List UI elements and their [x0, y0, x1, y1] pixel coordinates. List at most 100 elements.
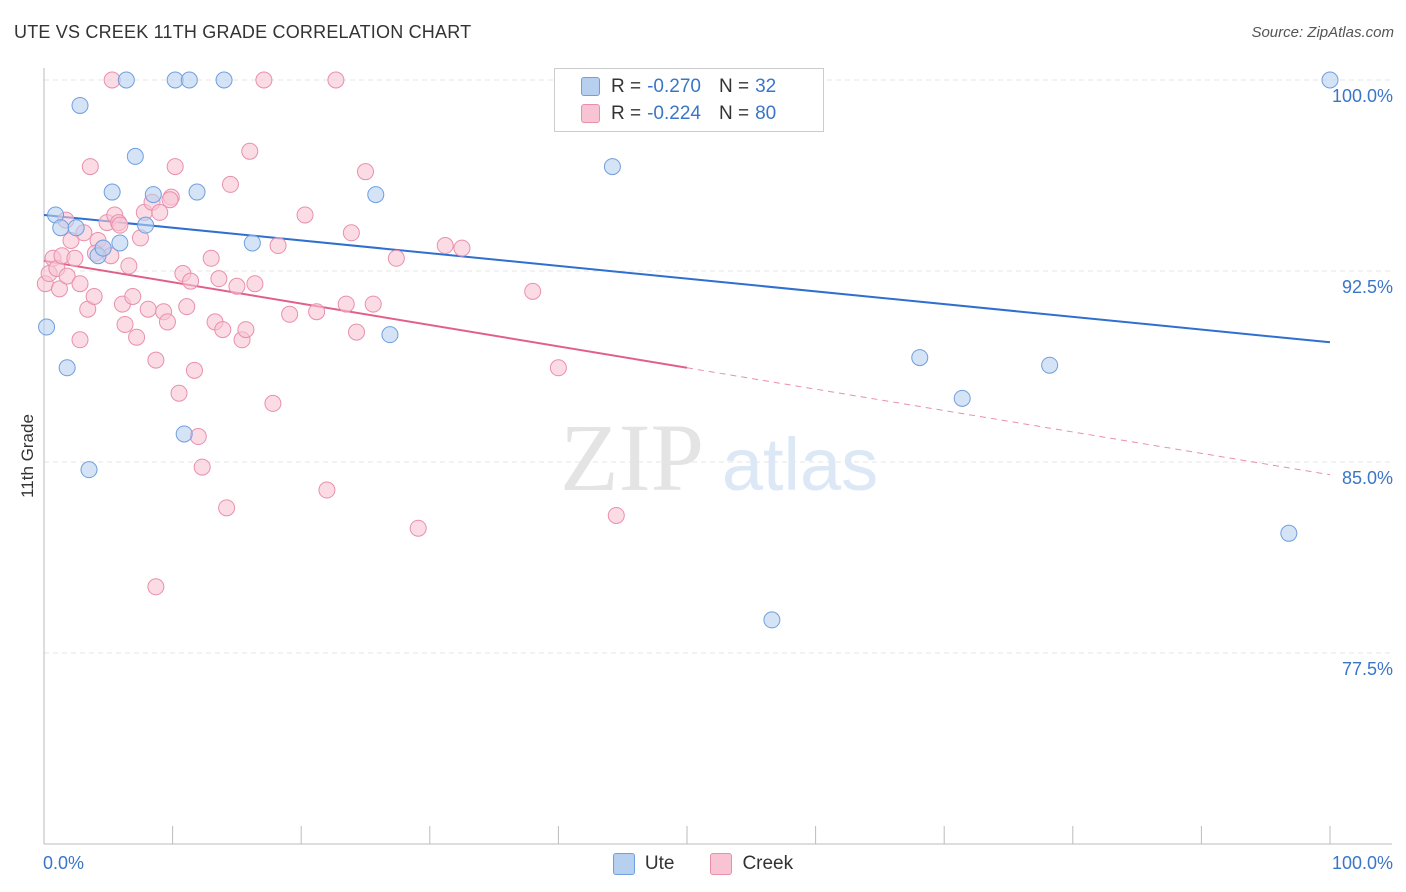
ute-point [144, 186, 162, 204]
ute-point [117, 71, 135, 89]
ute-point [603, 158, 621, 176]
ute-point [175, 425, 193, 443]
n-value: 32 [755, 76, 777, 97]
ute-point [80, 461, 98, 479]
y-tick-label: 77.5% [1342, 659, 1393, 679]
creek-point [210, 270, 228, 288]
creek-point [218, 499, 236, 517]
creek-point [327, 71, 345, 89]
ute-point [1321, 71, 1339, 89]
creek-point [607, 506, 625, 524]
creek-point [185, 361, 203, 379]
ute-point [52, 219, 70, 237]
stats-row-creek: R = -0.224 N = 80 [581, 102, 776, 126]
watermark: ZIP atlas [560, 404, 878, 511]
ute-point [103, 183, 121, 201]
creek-point [281, 305, 299, 323]
creek-point [85, 287, 103, 305]
creek-point [308, 303, 326, 321]
creek-point [170, 384, 188, 402]
creek-point [337, 295, 355, 313]
creek-point [246, 275, 264, 293]
y-tick-label: 85.0% [1342, 468, 1393, 488]
tick-labels: 77.5% 85.0% 92.5% 100.0% 0.0% 100.0% [43, 86, 1393, 873]
creek-point [189, 428, 207, 446]
ute-point [381, 326, 399, 344]
ute-point [94, 239, 112, 257]
r-label: R = [611, 76, 642, 97]
creek-point [139, 300, 157, 318]
creek-point [342, 224, 360, 242]
ute-point [1041, 356, 1059, 374]
creek-point [120, 257, 138, 275]
ute-point [58, 359, 76, 377]
r-value: -0.270 [647, 76, 701, 97]
ute-point [911, 349, 929, 367]
x-tick-label: 100.0% [1332, 853, 1393, 873]
creek-point [436, 237, 454, 255]
creek-point [111, 216, 129, 234]
creek-trend-line [43, 259, 688, 369]
creek-point [202, 249, 220, 267]
ute-point [137, 216, 155, 234]
stats-box: R = -0.270 N = 32 R = -0.224 N = 80 [554, 68, 824, 132]
ute-point [67, 219, 85, 237]
watermark-atlas: atlas [722, 423, 878, 506]
ute-swatch [581, 77, 600, 96]
watermark-zip: ZIP [560, 404, 704, 511]
creek-point [66, 249, 84, 267]
creek-point [71, 275, 89, 293]
legend-ute-swatch [612, 853, 635, 875]
y-tick-label: 100.0% [1332, 86, 1393, 106]
legend-item-ute[interactable]: Ute [612, 852, 675, 876]
ute-point [38, 318, 56, 336]
legend-ute-label: Ute [644, 853, 675, 874]
creek-point [409, 519, 427, 537]
ute-point [111, 234, 129, 252]
creek-point [147, 351, 165, 369]
legend-creek-label: Creek [742, 853, 794, 874]
n-label: N = [718, 76, 750, 97]
creek-point [296, 206, 314, 224]
creek-point [318, 481, 336, 499]
ute-point [1280, 524, 1298, 542]
creek-point [71, 331, 89, 349]
creek-point [161, 191, 179, 209]
creek-point [158, 313, 176, 331]
ute-point [166, 71, 184, 89]
creek-point [255, 71, 273, 89]
creek-point [453, 239, 471, 257]
creek-point [524, 282, 542, 300]
creek-point [147, 578, 165, 596]
ute-point [180, 71, 198, 89]
legend-creek-swatch [710, 853, 733, 875]
source-label: Source: ZipAtlas.com [1251, 24, 1394, 41]
chart-title: UTE VS CREEK 11TH GRADE CORRELATION CHAR… [14, 22, 472, 42]
ute-point [71, 96, 89, 114]
ute-point [763, 611, 781, 629]
data-points [36, 71, 1339, 629]
creek-point [364, 295, 382, 313]
n-label: N = [718, 103, 750, 124]
ute-point [243, 234, 261, 252]
ute-trend-line [43, 213, 1331, 344]
r-label: R = [611, 103, 642, 124]
creek-point [214, 321, 232, 339]
creek-point [237, 321, 255, 339]
creek-point [228, 277, 246, 295]
creek-point [81, 158, 99, 176]
legend-item-creek[interactable]: Creek [710, 852, 793, 876]
ute-point [367, 186, 385, 204]
creek-point [124, 287, 142, 305]
creek-point [347, 323, 365, 341]
y-tick-label: 92.5% [1342, 277, 1393, 297]
creek-point [182, 272, 200, 290]
creek-point [116, 315, 134, 333]
x-tick-label: 0.0% [43, 853, 84, 873]
creek-point [103, 71, 121, 89]
creek-point [549, 359, 567, 377]
creek-point [264, 394, 282, 412]
legend: Ute Creek [0, 852, 1406, 876]
creek-point [166, 158, 184, 176]
creek-point [151, 203, 169, 221]
